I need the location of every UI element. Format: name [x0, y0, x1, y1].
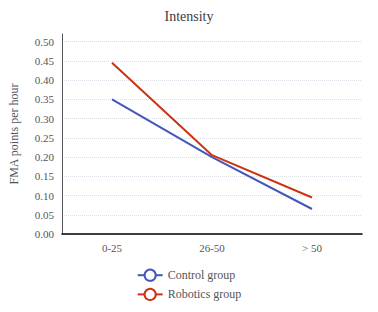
- svg-text:0.00: 0.00: [35, 228, 55, 240]
- svg-text:0-25: 0-25: [102, 242, 123, 254]
- svg-text:0.05: 0.05: [35, 209, 55, 221]
- svg-text:0.50: 0.50: [35, 36, 55, 48]
- svg-text:Intensity: Intensity: [165, 9, 214, 24]
- svg-text:0.45: 0.45: [35, 55, 55, 67]
- svg-text:0.30: 0.30: [35, 113, 55, 125]
- svg-text:> 50: > 50: [302, 242, 322, 254]
- svg-text:0.35: 0.35: [35, 93, 55, 105]
- svg-text:0.25: 0.25: [35, 132, 55, 144]
- svg-text:0.40: 0.40: [35, 74, 55, 86]
- svg-text:FMA points per hour: FMA points per hour: [7, 83, 21, 184]
- svg-text:26-50: 26-50: [199, 242, 225, 254]
- svg-text:0.20: 0.20: [35, 151, 55, 163]
- svg-text:0.10: 0.10: [35, 190, 55, 202]
- svg-text:0.15: 0.15: [35, 170, 55, 182]
- svg-text:Control group: Control group: [168, 268, 236, 282]
- svg-text:Robotics group: Robotics group: [168, 287, 242, 301]
